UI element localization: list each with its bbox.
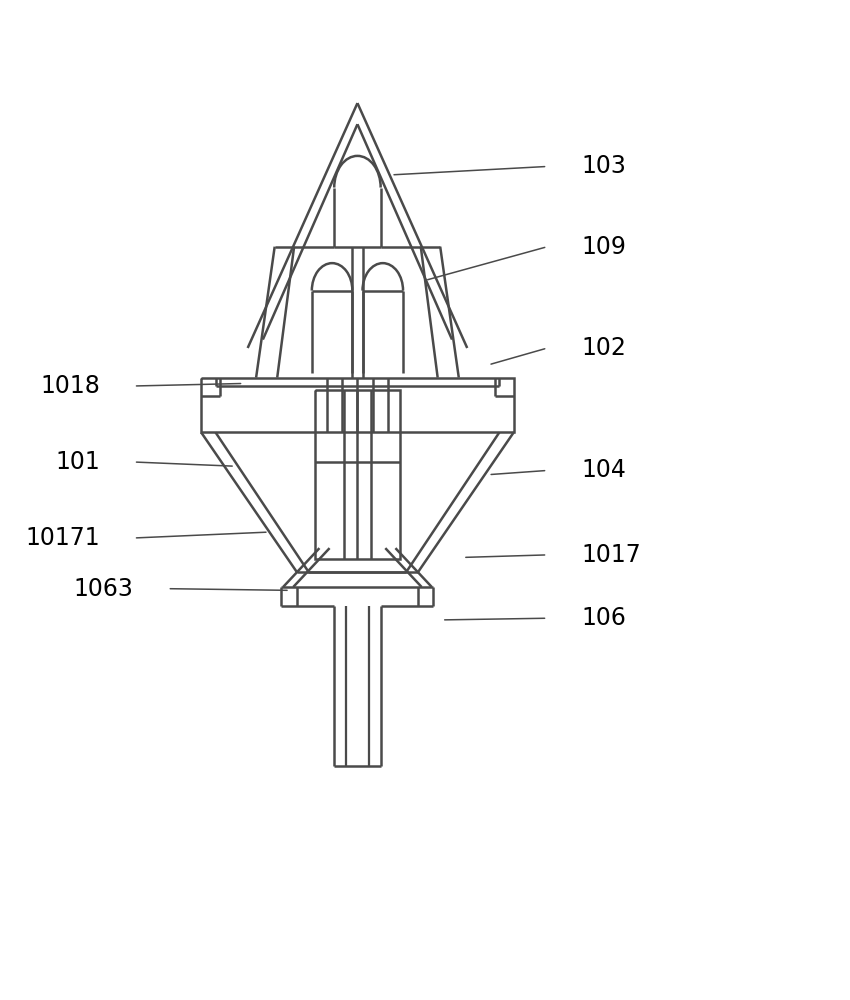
Text: 103: 103 [581, 154, 626, 178]
Text: 1017: 1017 [581, 543, 641, 567]
Text: 1063: 1063 [74, 577, 133, 601]
Text: 106: 106 [581, 606, 626, 630]
Text: 104: 104 [581, 458, 626, 482]
Text: 1018: 1018 [40, 374, 100, 398]
Text: 102: 102 [581, 336, 626, 360]
Text: 109: 109 [581, 235, 626, 259]
Text: 10171: 10171 [26, 526, 100, 550]
Text: 101: 101 [55, 450, 100, 474]
